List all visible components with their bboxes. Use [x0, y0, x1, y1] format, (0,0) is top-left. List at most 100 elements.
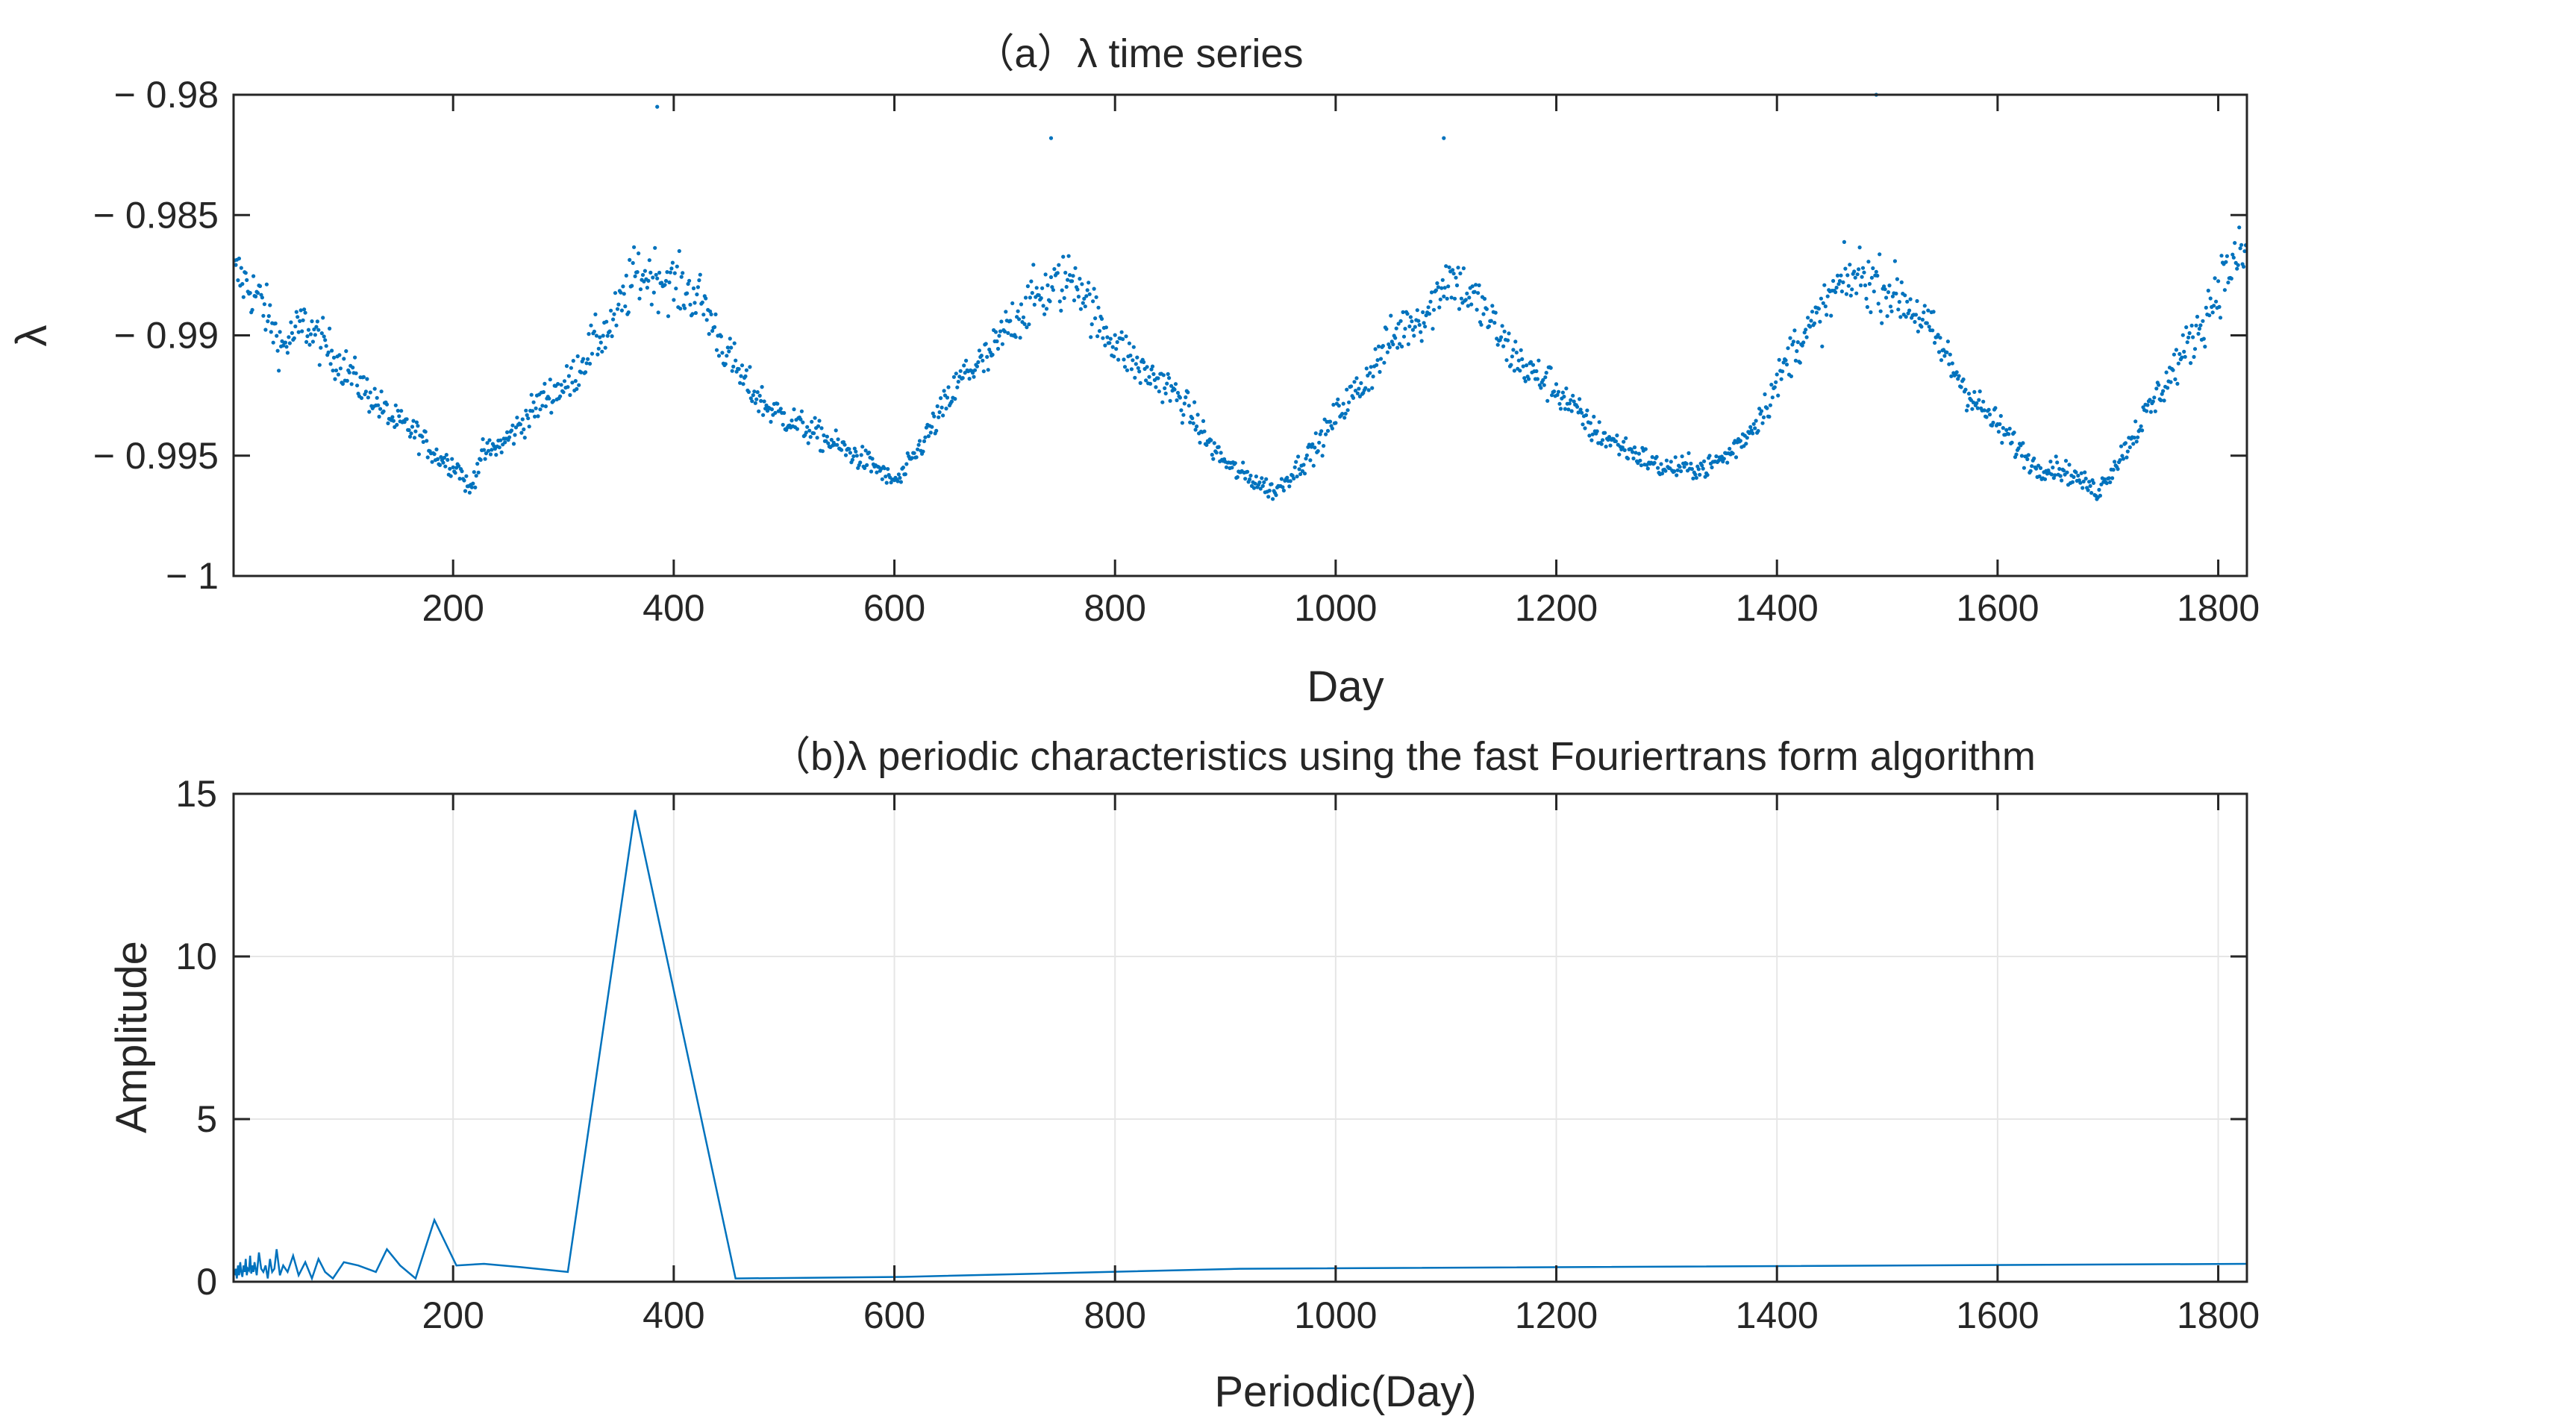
panel-a-point: [1381, 344, 1385, 348]
panel-a-point: [367, 410, 372, 414]
panel-b-x-tick-label: 1800: [2177, 1294, 2260, 1336]
panel-a-point: [743, 374, 748, 378]
panel-a-point: [1857, 245, 1862, 250]
panel-a-point: [2195, 314, 2200, 319]
panel-a-point: [1872, 289, 1876, 294]
panel-a-point: [2022, 466, 2026, 470]
panel-a-point: [271, 340, 275, 345]
panel-a-point: [1059, 308, 1063, 313]
panel-a-point: [986, 368, 990, 372]
panel-a-point: [1775, 372, 1779, 377]
panel-a-point: [1195, 424, 1199, 429]
panel-a-point: [1412, 333, 1416, 338]
panel-a-point: [678, 307, 683, 311]
panel-a-point: [1700, 463, 1704, 468]
panel-a-point: [1521, 364, 1525, 369]
panel-a-point: [1330, 426, 1334, 430]
panel-a-point: [275, 348, 280, 353]
panel-a-point: [474, 474, 478, 478]
panel-a-point: [1156, 376, 1160, 380]
panel-a-point: [1101, 336, 1105, 340]
panel-a-point: [704, 296, 708, 301]
panel-a-point: [1439, 286, 1444, 290]
panel-a-point: [753, 401, 757, 405]
panel-a-point: [1993, 406, 1998, 410]
panel-a-point: [945, 395, 950, 400]
panel-a-point: [1986, 407, 1991, 412]
panel-a-point: [423, 430, 428, 434]
panel-a-point: [1516, 358, 1521, 363]
panel-a-point: [1454, 283, 1460, 288]
panel-a-point: [1556, 389, 1561, 394]
panel-a-point: [2164, 370, 2169, 375]
panel-a-point: [1502, 329, 1507, 333]
panel-a-point: [314, 325, 319, 329]
panel-a-point: [1214, 451, 1219, 455]
panel-a-point: [656, 310, 660, 315]
panel-a-point: [1945, 350, 1949, 354]
panel-a-point: [1195, 413, 1200, 417]
panel-a-x-label: Day: [1307, 663, 1384, 711]
panel-a-point: [1550, 393, 1554, 398]
panel-a-point: [1581, 422, 1585, 427]
panel-a-point: [587, 361, 593, 366]
panel-a-point: [1842, 239, 1846, 244]
panel-a-point: [765, 409, 770, 413]
panel-a-point: [2014, 452, 2019, 457]
panel-a-point: [2032, 456, 2036, 461]
panel-a-point: [1964, 408, 1969, 413]
panel-a-point: [2148, 398, 2152, 402]
panel-a-point: [670, 260, 675, 265]
panel-a-point: [1604, 445, 1608, 449]
panel-a-point: [1442, 286, 1447, 290]
panel-a-point: [1479, 322, 1484, 327]
panel-a-point: [587, 332, 591, 336]
panel-a-point: [1603, 430, 1607, 435]
panel-a-point: [2191, 335, 2195, 339]
panel-a-point: [1599, 442, 1604, 446]
panel-a-point: [306, 328, 311, 332]
panel-a-point: [1446, 284, 1451, 289]
panel-a-point: [660, 281, 664, 285]
panel-a-point: [559, 383, 563, 387]
panel-a-point: [1938, 336, 1942, 340]
panel-a-point: [1572, 399, 1576, 404]
panel-a-point: [1527, 377, 1531, 381]
panel-a-x-tick-label: 200: [422, 587, 484, 629]
panel-b-x-tick-label: 400: [643, 1294, 704, 1336]
panel-a-point: [1749, 428, 1754, 433]
panel-a-point: [531, 400, 536, 404]
panel-a-point: [1410, 319, 1414, 324]
panel-a-point: [972, 368, 978, 372]
panel-a-point: [1445, 296, 1449, 301]
panel-a-point: [1859, 283, 1863, 288]
panel-a-point: [1161, 373, 1166, 378]
panel-a-point: [592, 329, 597, 333]
panel-a-point: [1844, 292, 1848, 296]
panel-a-point: [2229, 276, 2233, 281]
panel-a-point: [1514, 350, 1519, 355]
panel-a-point: [1747, 430, 1751, 436]
panel-a-point: [363, 389, 368, 394]
panel-a-point: [1589, 438, 1594, 442]
panel-a-point: [1772, 385, 1777, 389]
panel-a-point: [1821, 301, 1825, 305]
panel-a-point: [525, 413, 529, 418]
panel-a-point: [1235, 474, 1239, 480]
panel-a-point: [1294, 460, 1298, 464]
panel-a-point: [1595, 429, 1599, 433]
panel-a-point: [1971, 400, 1975, 405]
panel-a-point: [1336, 397, 1340, 401]
panel-a-point: [1297, 467, 1301, 472]
panel-a-point: [1163, 391, 1168, 396]
panel-a-point: [795, 427, 799, 431]
panel-a-point: [975, 364, 979, 369]
panel-a-point: [1013, 335, 1018, 339]
panel-a-point: [1566, 407, 1571, 412]
panel-a-point: [904, 462, 909, 466]
panel-a-point: [1031, 263, 1036, 267]
panel-a-point: [472, 470, 476, 474]
panel-a-point: [1680, 454, 1684, 459]
panel-a-point: [1767, 414, 1772, 419]
panel-a-point: [2081, 479, 2086, 484]
